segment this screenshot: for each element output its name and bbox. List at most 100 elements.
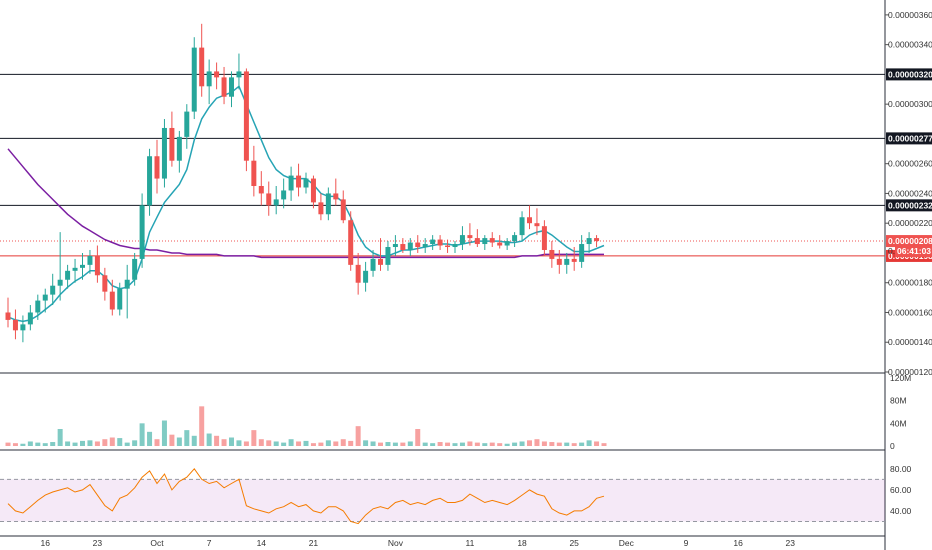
price-tag: 0.00000320 — [888, 69, 932, 79]
volume-bar — [519, 441, 525, 446]
price-tag-bg — [886, 68, 932, 81]
candle — [310, 175, 316, 209]
candle-body — [415, 242, 421, 248]
candle — [147, 148, 153, 216]
candle — [132, 252, 138, 286]
price-tag: 0.00000232 — [888, 200, 932, 210]
volume-bar — [400, 442, 406, 446]
candle — [288, 166, 294, 201]
slow-moving-average — [7, 148, 604, 259]
volume-bar — [586, 440, 592, 446]
volume-bar — [154, 439, 160, 446]
volume-bar — [147, 431, 153, 446]
volume-bar — [288, 439, 294, 446]
candle — [20, 315, 26, 343]
candle — [35, 294, 41, 320]
last-price-tag: 0.00000208 — [888, 236, 932, 246]
volume-bar — [57, 429, 63, 446]
candle — [571, 247, 577, 271]
volume-bar — [124, 442, 130, 446]
candle — [556, 249, 562, 274]
candle — [459, 226, 465, 250]
volume-bar — [109, 437, 115, 446]
candle-body — [147, 156, 153, 206]
candle — [243, 68, 249, 172]
candle — [176, 130, 182, 173]
candle-body — [214, 71, 220, 78]
volume-bar — [229, 437, 234, 446]
volume-bar — [348, 440, 354, 446]
date-label: 11 — [465, 538, 474, 548]
volume-bar — [243, 441, 249, 446]
candle-body — [273, 199, 279, 206]
date-label: Oct — [150, 538, 164, 548]
candle-body — [370, 258, 376, 271]
candle-body — [556, 258, 562, 265]
candle-body — [445, 245, 451, 248]
candle — [12, 309, 18, 340]
last-price-tag-bg — [886, 235, 932, 248]
candle-body — [534, 223, 540, 227]
candle — [467, 223, 473, 246]
volume-bar — [571, 443, 577, 446]
candle-body — [474, 238, 480, 245]
candle-body — [407, 242, 413, 250]
volume-bar — [199, 406, 205, 446]
volume-bar — [35, 442, 41, 446]
candle-body — [363, 270, 369, 283]
volume-bar — [42, 443, 48, 446]
countdown: 06:41:03 — [897, 246, 931, 256]
volume-bar — [325, 440, 331, 446]
volume-bar — [363, 440, 369, 446]
candles[interactable] — [5, 23, 600, 343]
volume-bar — [482, 443, 488, 446]
candle — [594, 235, 600, 248]
price-tag: 0.00000277 — [888, 133, 932, 143]
candle — [199, 23, 205, 97]
candle-body — [243, 71, 249, 161]
volume-bar — [437, 442, 443, 446]
volume-bar — [72, 442, 78, 446]
candle-body — [5, 312, 11, 320]
candle — [229, 71, 234, 108]
date-label: Nov — [388, 538, 404, 548]
volume-bar — [534, 439, 540, 446]
candle-body — [303, 178, 309, 188]
price-tick-label: 0.00000240 — [888, 188, 932, 198]
candle-body — [184, 111, 190, 137]
candle-body — [288, 175, 294, 191]
volume-bar — [65, 441, 71, 446]
volume-bar — [556, 442, 562, 446]
candle — [102, 267, 108, 301]
candle-body — [348, 220, 354, 265]
date-label: 23 — [786, 538, 796, 548]
candle — [482, 235, 488, 250]
volume-bar — [206, 433, 212, 446]
candle — [206, 59, 212, 105]
candle-body — [318, 202, 324, 215]
candle-body — [392, 244, 398, 248]
candle — [117, 282, 123, 316]
volume-bar — [5, 442, 11, 446]
volume-bar — [459, 442, 465, 446]
volume-bar — [445, 442, 451, 446]
candle — [80, 252, 85, 280]
date-label: 9 — [684, 538, 689, 548]
volume-bar — [318, 442, 324, 446]
candle — [549, 241, 555, 268]
candle — [541, 220, 547, 256]
candle — [430, 235, 436, 250]
axes: 0.00000360 0.00000340 0.00000300 0.00000260… — [41, 10, 932, 548]
volume-bar — [132, 440, 138, 446]
rsi-band — [0, 478, 885, 522]
candle — [124, 264, 130, 319]
candle — [392, 235, 398, 256]
candle — [27, 305, 33, 331]
candle — [422, 238, 428, 253]
candle — [139, 193, 145, 268]
candle-body — [378, 258, 383, 265]
candle-body — [579, 244, 585, 262]
candle — [169, 111, 175, 167]
volume-bar — [20, 443, 26, 446]
